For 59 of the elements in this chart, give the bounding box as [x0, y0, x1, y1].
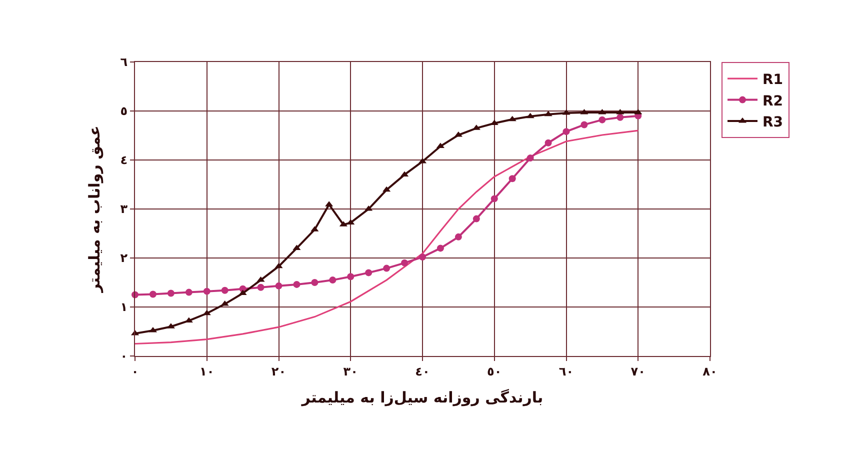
point	[383, 264, 390, 272]
y-tick-label: ١	[120, 300, 128, 314]
y-tick-label: ٠	[120, 349, 128, 364]
point	[490, 195, 498, 202]
point	[329, 276, 336, 284]
point	[382, 186, 391, 192]
y-tick-label: ٢	[120, 251, 128, 266]
point	[185, 288, 192, 296]
y-tick-label: ٥	[120, 104, 128, 118]
x-tick-label: ٧٠	[630, 364, 646, 378]
point	[347, 273, 354, 280]
point	[562, 128, 570, 136]
legend-label: R3	[762, 114, 784, 130]
point	[167, 290, 174, 297]
y-tick-label: ٣	[120, 202, 128, 216]
point	[598, 108, 606, 114]
point	[365, 269, 372, 276]
x-tick-label: ١٠	[200, 364, 214, 378]
x-tick-label: ٤٠	[415, 364, 430, 378]
x-tick-label: ٥٠	[487, 364, 502, 378]
point	[203, 288, 210, 295]
point	[257, 284, 264, 291]
x-tick-label: ٨٠	[702, 364, 718, 378]
legend-label: R2	[762, 93, 784, 110]
point	[202, 310, 211, 316]
point	[436, 244, 444, 252]
point	[149, 290, 156, 298]
point	[293, 280, 300, 288]
x-tick-label: ٢٠	[271, 364, 286, 378]
y-tick-label: ٤	[120, 153, 128, 168]
point	[221, 286, 228, 294]
point	[454, 233, 462, 240]
x-tick-label: ٠	[131, 364, 139, 378]
point	[508, 116, 516, 122]
x-axis-title: بارندگی روزانه سیل‌زا به میلیمتر	[300, 388, 544, 406]
point	[580, 108, 588, 114]
point	[526, 112, 534, 118]
point	[275, 282, 282, 290]
legend-label: R1	[762, 72, 784, 88]
point	[311, 279, 318, 286]
point	[508, 175, 516, 182]
x-tick-label: ٣٠	[343, 364, 358, 378]
point	[616, 108, 624, 114]
point	[580, 121, 588, 128]
point	[616, 114, 624, 121]
y-tick-label: ٦	[120, 55, 128, 70]
point	[598, 116, 606, 124]
point	[634, 108, 642, 114]
point	[274, 262, 283, 268]
point	[544, 110, 552, 116]
point	[401, 259, 408, 266]
point	[544, 139, 552, 146]
point	[472, 215, 480, 222]
point	[562, 109, 570, 115]
x-tick-label: ٦٠	[558, 364, 574, 378]
point	[238, 290, 247, 296]
y-axis-title: عمق رواناب به میلیمتر	[86, 126, 104, 294]
point	[526, 154, 534, 162]
point	[419, 254, 426, 261]
